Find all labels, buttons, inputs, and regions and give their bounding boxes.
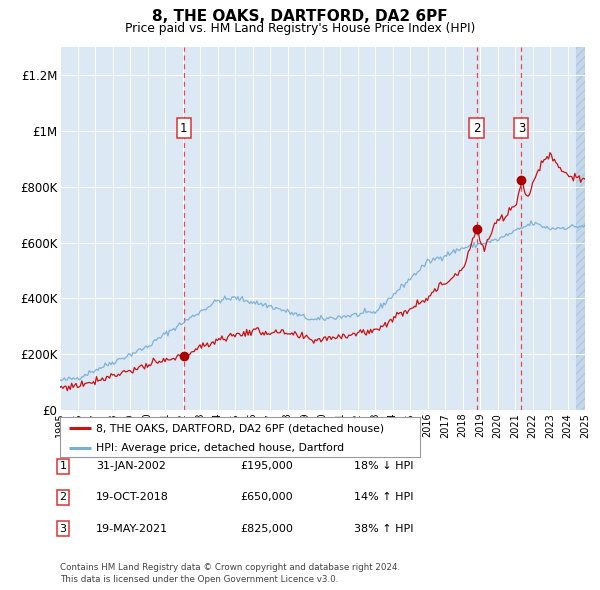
Text: 19-OCT-2018: 19-OCT-2018: [96, 493, 169, 502]
Text: 2: 2: [473, 122, 480, 135]
Text: 38% ↑ HPI: 38% ↑ HPI: [354, 524, 413, 533]
Text: 31-JAN-2002: 31-JAN-2002: [96, 461, 166, 471]
Text: 1: 1: [59, 461, 67, 471]
Text: Contains HM Land Registry data © Crown copyright and database right 2024.
This d: Contains HM Land Registry data © Crown c…: [60, 563, 400, 584]
Text: 1: 1: [180, 122, 188, 135]
Text: 18% ↓ HPI: 18% ↓ HPI: [354, 461, 413, 471]
Text: £195,000: £195,000: [240, 461, 293, 471]
Text: 2: 2: [59, 493, 67, 502]
Text: £825,000: £825,000: [240, 524, 293, 533]
Text: 3: 3: [518, 122, 525, 135]
Text: £650,000: £650,000: [240, 493, 293, 502]
Text: HPI: Average price, detached house, Dartford: HPI: Average price, detached house, Dart…: [96, 444, 344, 454]
Text: 8, THE OAKS, DARTFORD, DA2 6PF (detached house): 8, THE OAKS, DARTFORD, DA2 6PF (detached…: [96, 424, 384, 434]
Text: 3: 3: [59, 524, 67, 533]
Text: 8, THE OAKS, DARTFORD, DA2 6PF: 8, THE OAKS, DARTFORD, DA2 6PF: [152, 9, 448, 24]
Bar: [576, 47, 585, 410]
Text: Price paid vs. HM Land Registry's House Price Index (HPI): Price paid vs. HM Land Registry's House …: [125, 22, 475, 35]
Text: 14% ↑ HPI: 14% ↑ HPI: [354, 493, 413, 502]
Text: 19-MAY-2021: 19-MAY-2021: [96, 524, 168, 533]
